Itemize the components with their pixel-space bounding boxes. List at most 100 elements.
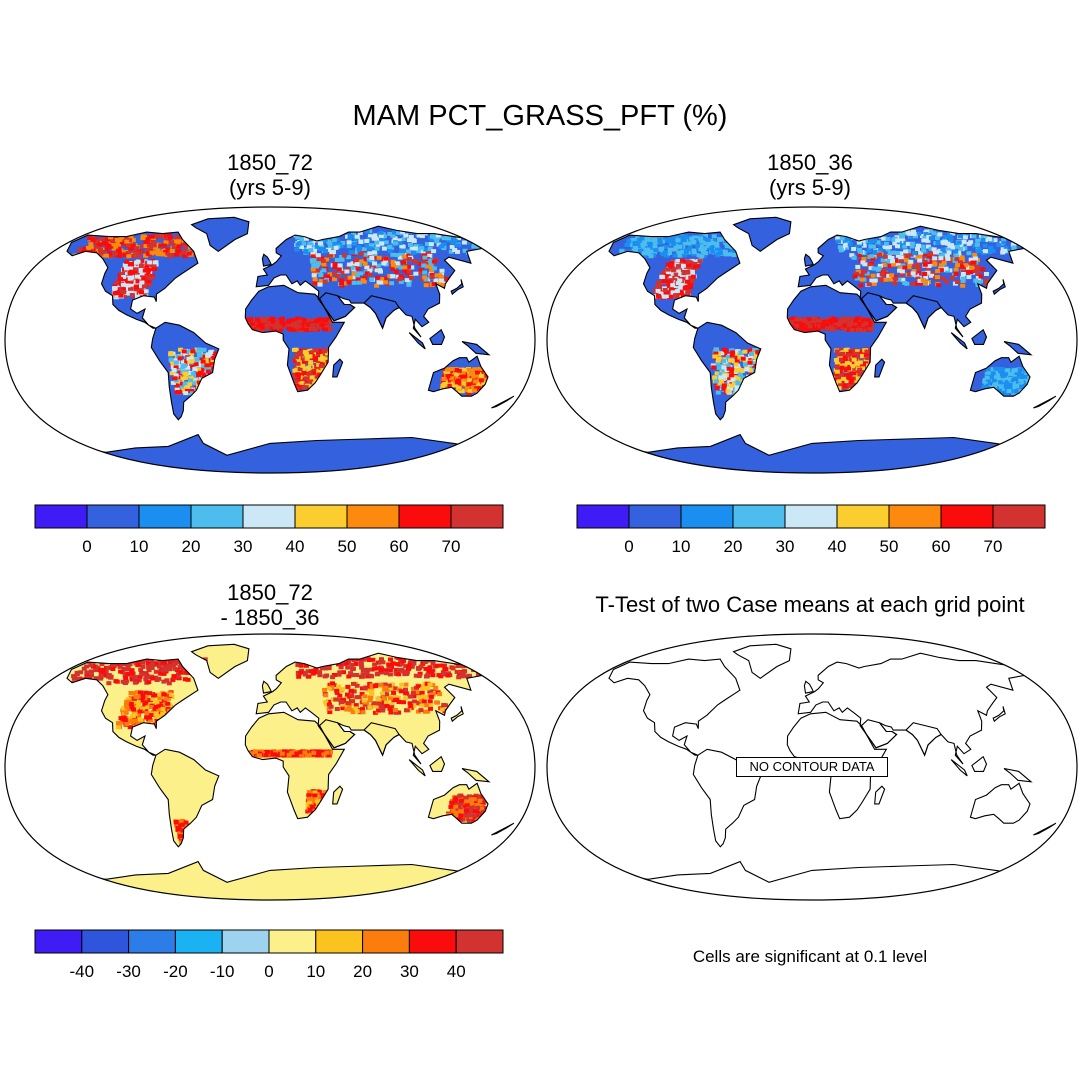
coastline-borneo (971, 755, 988, 772)
coastline-madagascar (332, 785, 344, 805)
colorbar-swatch (628, 504, 682, 529)
colorbar-swatch (174, 929, 223, 954)
colorbar-tick-label: 10 (672, 537, 691, 556)
coastline-newGuinea (461, 767, 491, 783)
no-contour-data-label: NO CONTOUR DATA (736, 757, 888, 777)
coastline-newGuinea (1003, 340, 1033, 356)
coastline-sumatra (408, 759, 426, 777)
panel-title-line1: 1850_72 (227, 580, 313, 605)
colorbar-swatch (346, 504, 400, 529)
coastline-northAmerica (608, 658, 741, 756)
coastline-japan (450, 706, 464, 723)
colorbar-tick-label: 50 (338, 537, 357, 556)
coastline-africa (244, 284, 346, 393)
colorbar-swatch (128, 929, 176, 954)
coastline-australia (969, 782, 1031, 824)
coastline-japan (992, 279, 1006, 296)
colorbar-swatch (408, 929, 457, 954)
coastline-madagascar (874, 785, 886, 805)
coastline-uk (803, 253, 815, 267)
colorbar-tick-label: 40 (828, 537, 847, 556)
colorbar-swatch (138, 504, 192, 529)
colorbar-tick-label: 30 (776, 537, 795, 556)
colorbar-swatch (836, 504, 890, 529)
panel-title-case1: 1850_72 (yrs 5-9) (170, 150, 370, 200)
coastline-borneo (429, 328, 446, 345)
map-border (4, 206, 536, 474)
panel-title-line1: 1850_36 (767, 150, 853, 175)
colorbar-case2: 0 10 20 30 40 50 60 70 (576, 504, 1046, 556)
colorbar-swatch (576, 504, 630, 529)
colorbar-swatch (362, 929, 410, 954)
coastline-japan (450, 279, 464, 296)
map-diff (4, 633, 536, 901)
colorbar-tick-label: 30 (234, 537, 253, 556)
panel-title-line2: - 1850_36 (220, 605, 320, 630)
coastline-newZealand (1033, 822, 1057, 836)
coastline-india (363, 722, 400, 757)
colorbar-swatch (888, 504, 942, 529)
coastline-australia (969, 355, 1031, 397)
colorbar-tick-label: 50 (880, 537, 899, 556)
map-border (546, 206, 1078, 474)
coastline-uk (261, 680, 273, 694)
colorbar-tick-label: 10 (306, 962, 325, 981)
colorbar-case1: 0 10 20 30 40 50 60 70 (34, 504, 504, 556)
colorbar-swatch (450, 504, 504, 529)
coastline-greenland (732, 216, 792, 252)
colorbar-tick-label: -20 (163, 962, 188, 981)
coastline-arabia (860, 719, 898, 749)
coastline-arabia (318, 719, 356, 749)
coastline-india (905, 295, 942, 330)
coastline-australia (427, 782, 489, 824)
coastline-uk (261, 253, 273, 267)
colorbar-tick-label: -30 (116, 962, 141, 981)
colorbar-swatch (992, 504, 1046, 529)
coastline-borneo (971, 328, 988, 345)
coastline-northAmerica (608, 231, 741, 329)
coastline-uk (803, 680, 815, 694)
colorbar-tick-label: -40 (70, 962, 95, 981)
colorbar-tick-label: 10 (130, 537, 149, 556)
coastline-greenland (190, 643, 250, 679)
panel-title-ttest: T-Test of two Case means at each grid po… (595, 592, 1025, 617)
colorbar-tick-label: 60 (390, 537, 409, 556)
coastline-southAmerica (692, 321, 762, 421)
coastline-africa (786, 284, 888, 393)
coastline-newGuinea (1003, 767, 1033, 783)
map-border (546, 633, 1078, 901)
colorbar-tick-label: 20 (182, 537, 201, 556)
colorbar-tick-label: 0 (264, 962, 273, 981)
colorbar-swatch (784, 504, 838, 529)
colorbar-swatch (398, 504, 452, 529)
coastline-sumatra (408, 332, 426, 350)
coastline-newZealand (1033, 395, 1057, 409)
colorbar-tick-label: 20 (353, 962, 372, 981)
colorbar-tick-label: 0 (624, 537, 633, 556)
colorbar-swatch (268, 929, 317, 954)
colorbar-swatch (34, 504, 88, 529)
colorbar-tick-label: 60 (932, 537, 951, 556)
map-border (4, 633, 536, 901)
coastline-northAmerica (66, 231, 199, 329)
colorbar-swatch (221, 929, 270, 954)
colorbar-swatch (81, 929, 130, 954)
colorbar-tick-label: 70 (984, 537, 1003, 556)
colorbar-tick-label: 20 (724, 537, 743, 556)
colorbar-diff: -40 -30 -20 -10 0 10 20 30 40 (34, 929, 504, 981)
coastline-sumatra (950, 332, 968, 350)
colorbar-swatch (242, 504, 296, 529)
colorbar-swatch (294, 504, 348, 529)
coastline-southAmerica (150, 748, 220, 848)
colorbar-swatch (680, 504, 734, 529)
coastline-newZealand (491, 395, 515, 409)
map-case1 (4, 206, 536, 474)
panel-title-diff: 1850_72 - 1850_36 (170, 580, 370, 630)
coastline-newGuinea (461, 340, 491, 356)
coastline-southAmerica (150, 321, 220, 421)
colorbar-tick-label: 0 (82, 537, 91, 556)
coastline-india (905, 722, 942, 757)
coastline-sumatra (950, 759, 968, 777)
coastline-australia (427, 355, 489, 397)
coastline-arabia (318, 292, 356, 322)
